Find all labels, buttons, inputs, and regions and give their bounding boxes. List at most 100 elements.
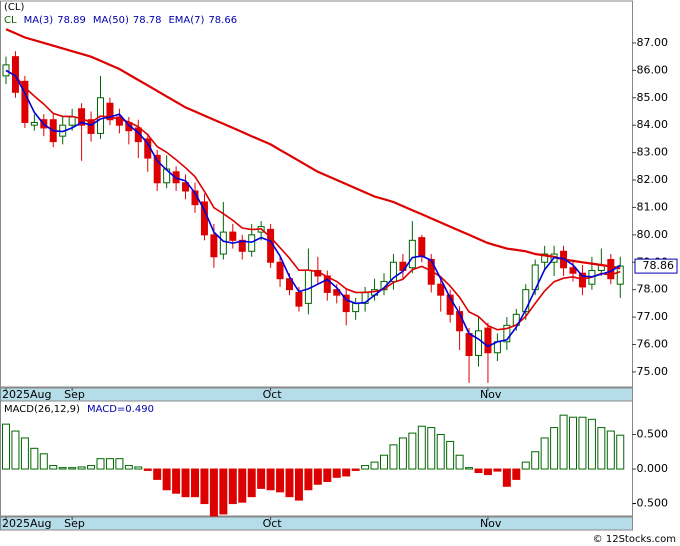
macd-bar bbox=[370, 461, 379, 470]
macd-bar bbox=[30, 447, 39, 470]
date-strip bbox=[0, 387, 633, 402]
x-tick-label: Oct bbox=[263, 517, 283, 530]
macd-bar bbox=[332, 468, 341, 478]
macd-bar bbox=[58, 467, 67, 470]
candle-body bbox=[106, 102, 114, 121]
y-tick-label: 82.00 bbox=[637, 173, 669, 186]
macd-bar bbox=[389, 444, 398, 470]
legend-value: 78.89 bbox=[57, 15, 86, 26]
candle-body bbox=[304, 269, 312, 304]
last-price-label: 78.86 bbox=[643, 259, 675, 272]
candle-body bbox=[182, 182, 190, 192]
macd-bar bbox=[153, 468, 162, 480]
macd-bar bbox=[200, 468, 209, 505]
macd-bar bbox=[483, 468, 492, 476]
panel-frame bbox=[0, 0, 633, 388]
last-price-box bbox=[634, 258, 678, 274]
candle-body bbox=[78, 108, 86, 126]
panel-frame bbox=[0, 400, 633, 517]
macd-bar bbox=[606, 430, 615, 470]
y-tick-label: 75.00 bbox=[637, 365, 669, 378]
candle-body bbox=[484, 327, 492, 354]
candle-body bbox=[238, 239, 246, 252]
candle-body bbox=[30, 121, 38, 126]
macd-bar bbox=[162, 468, 171, 491]
macd-bar bbox=[304, 468, 313, 491]
macd-bar bbox=[351, 468, 360, 471]
macd-bar bbox=[266, 468, 275, 491]
chart-title: (CL) bbox=[4, 2, 24, 13]
macd-bar bbox=[436, 433, 445, 470]
legend-symbol: CL bbox=[4, 15, 17, 26]
y-tick-label: 81.00 bbox=[637, 200, 669, 213]
macd-bar bbox=[143, 468, 152, 471]
x-tick-label: Sep bbox=[64, 517, 85, 530]
footer: © 12Stocks.com bbox=[593, 534, 676, 545]
macd-bar bbox=[2, 423, 10, 470]
y-tick-label: 78.00 bbox=[637, 283, 669, 296]
macd-bar bbox=[294, 468, 303, 501]
candle-body bbox=[352, 302, 360, 313]
indicator-line bbox=[5, 69, 621, 348]
macd-bar bbox=[124, 465, 133, 470]
legend-name: EMA(7) bbox=[168, 15, 204, 26]
macd-bar bbox=[285, 468, 294, 498]
x-tick-label: Nov bbox=[480, 388, 502, 401]
candle-body bbox=[437, 283, 445, 296]
legend-value: 78.78 bbox=[133, 15, 162, 26]
macd-bar bbox=[417, 425, 426, 470]
candle-body bbox=[295, 291, 303, 307]
macd-bar bbox=[172, 468, 181, 494]
candle-body bbox=[68, 116, 76, 126]
macd-bar bbox=[616, 434, 625, 470]
macd-bar bbox=[39, 453, 48, 470]
macd-bar bbox=[105, 458, 114, 470]
macd-bar bbox=[238, 468, 247, 503]
macd-bar bbox=[597, 427, 606, 470]
candle-body bbox=[210, 234, 218, 258]
macd-bar bbox=[559, 414, 568, 470]
candle-body bbox=[286, 278, 293, 291]
candle-body bbox=[153, 154, 161, 184]
indicator-line bbox=[5, 28, 621, 270]
macd-bar bbox=[219, 468, 228, 515]
legend-name: MACD(26,12,9) bbox=[4, 404, 80, 415]
macd-bar bbox=[313, 468, 322, 485]
candle-body bbox=[503, 324, 511, 343]
macd-bar bbox=[191, 468, 199, 498]
macd-bar bbox=[181, 468, 190, 498]
candle-body bbox=[21, 80, 29, 123]
macd-bar bbox=[96, 458, 105, 470]
macd-bar bbox=[455, 454, 464, 470]
y-tick-label: 76.00 bbox=[637, 338, 669, 351]
macd-bar bbox=[276, 468, 285, 493]
candle-body bbox=[229, 231, 237, 241]
macd-bar bbox=[11, 430, 20, 470]
macd-bar bbox=[398, 437, 407, 470]
macd-bar bbox=[77, 466, 86, 470]
macd-bar bbox=[531, 451, 540, 470]
macd-bar bbox=[380, 454, 388, 470]
macd-bar bbox=[323, 468, 332, 482]
macd-bar bbox=[578, 416, 587, 470]
macd-bar bbox=[49, 465, 58, 470]
y-tick-label: 0.500 bbox=[637, 427, 669, 440]
macd-bar bbox=[540, 437, 549, 470]
y-tick-label: -0.500 bbox=[633, 497, 668, 510]
legend-name: MA(3) bbox=[24, 15, 54, 26]
macd-bar bbox=[474, 468, 483, 473]
legend: CL MA(3) 78.89 MA(50) 78.78 EMA(7) 78.66 bbox=[4, 15, 237, 26]
candle-body bbox=[569, 267, 577, 274]
macd-bar bbox=[361, 465, 370, 470]
date-strip bbox=[0, 516, 633, 531]
candle-body bbox=[342, 294, 350, 313]
legend-value: 78.66 bbox=[208, 15, 237, 26]
candle-body bbox=[522, 289, 530, 313]
candle-body bbox=[465, 333, 473, 356]
x-tick-label: Sep bbox=[64, 388, 85, 401]
macd-bar bbox=[134, 466, 143, 470]
legend-value: MACD=0.490 bbox=[87, 404, 154, 415]
candle-body bbox=[276, 261, 284, 280]
candle-body bbox=[87, 119, 95, 134]
